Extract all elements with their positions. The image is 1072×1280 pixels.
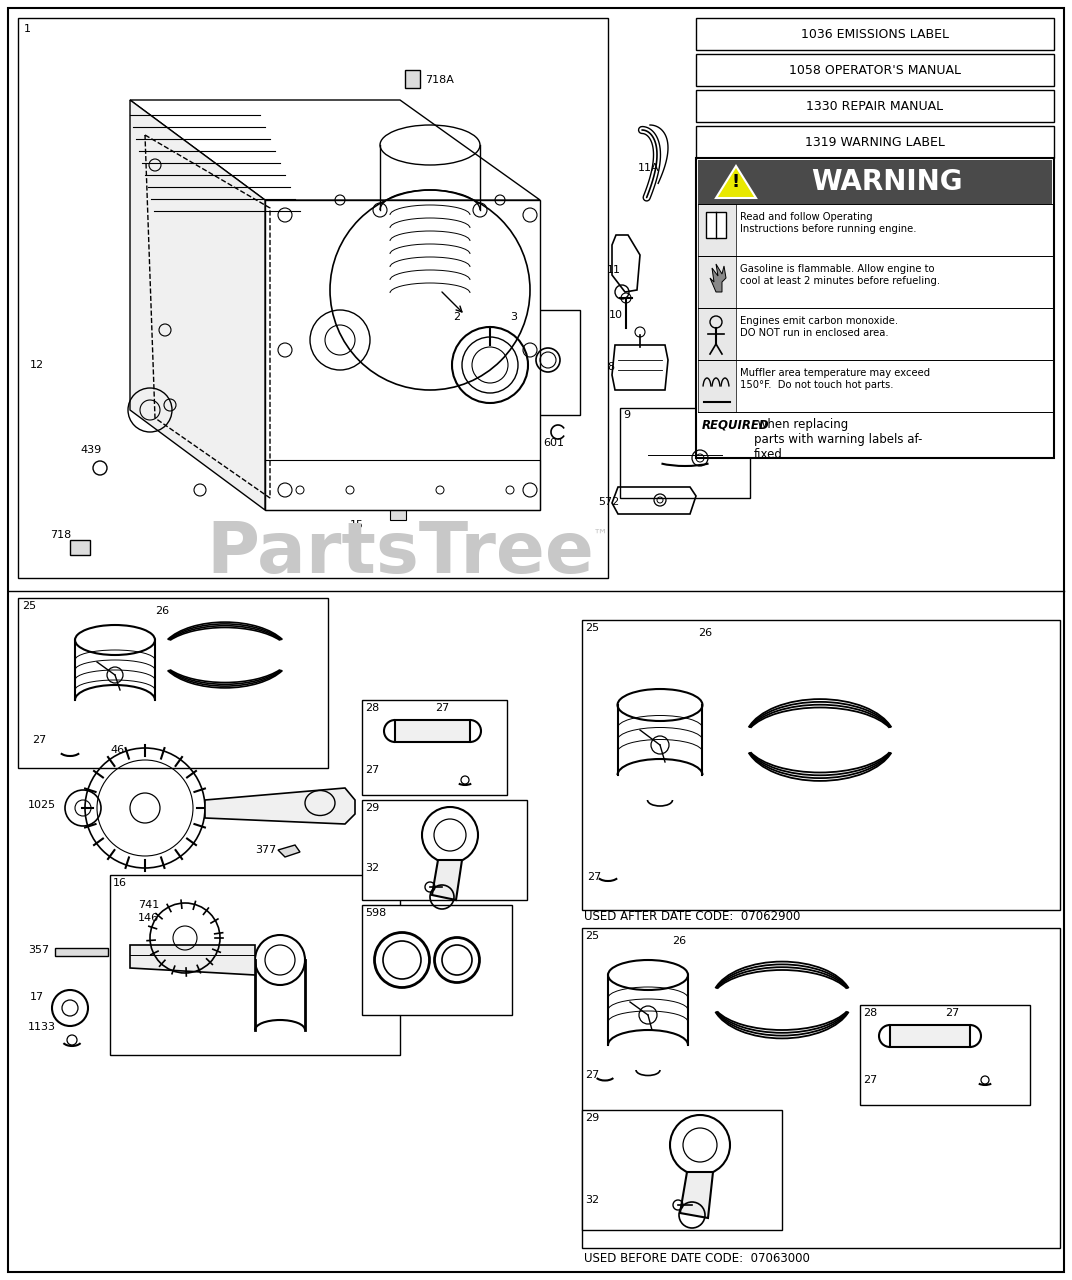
- Bar: [362, 905, 512, 1015]
- Text: Engines emit carbon monoxide.
DO NOT run in enclosed area.: Engines emit carbon monoxide. DO NOT run…: [740, 316, 898, 338]
- Text: 1: 1: [24, 24, 31, 35]
- Text: 27: 27: [32, 735, 46, 745]
- Polygon shape: [278, 845, 300, 858]
- Text: 1058 OPERATOR'S MANUAL: 1058 OPERATOR'S MANUAL: [789, 64, 961, 77]
- Text: 1036 EMISSIONS LABEL: 1036 EMISSIONS LABEL: [801, 27, 949, 41]
- Text: 25: 25: [23, 602, 36, 611]
- Text: 29: 29: [585, 1114, 599, 1123]
- Text: 3: 3: [510, 312, 517, 323]
- Text: 11: 11: [607, 265, 621, 275]
- Text: 12: 12: [30, 360, 44, 370]
- Bar: [450, 310, 580, 415]
- Text: 2: 2: [453, 312, 460, 323]
- Polygon shape: [130, 945, 255, 975]
- Text: 439: 439: [80, 445, 101, 454]
- Polygon shape: [205, 788, 355, 824]
- Text: WARNING: WARNING: [812, 168, 963, 196]
- Text: 718: 718: [50, 530, 71, 540]
- Polygon shape: [130, 100, 540, 200]
- Text: REQUIRED: REQUIRED: [702, 419, 770, 431]
- Bar: [18, 598, 328, 768]
- Bar: [362, 700, 507, 795]
- Text: 27: 27: [587, 872, 601, 882]
- Text: PartsTree: PartsTree: [206, 518, 594, 588]
- Text: USED BEFORE DATE CODE:  07063000: USED BEFORE DATE CODE: 07063000: [584, 1252, 809, 1265]
- Text: 146: 146: [138, 913, 159, 923]
- Text: 10: 10: [609, 310, 623, 320]
- Bar: [696, 18, 1054, 50]
- Text: 572: 572: [598, 497, 620, 507]
- Text: 28: 28: [863, 1009, 877, 1018]
- Bar: [362, 800, 527, 900]
- Bar: [110, 876, 400, 1055]
- Bar: [706, 212, 726, 238]
- Bar: [18, 18, 608, 579]
- Bar: [698, 360, 736, 412]
- Text: ™: ™: [593, 527, 608, 543]
- Text: 598: 598: [364, 908, 386, 918]
- Text: Gasoline is flammable. Allow engine to
cool at least 2 minutes before refueling.: Gasoline is flammable. Allow engine to c…: [740, 264, 940, 285]
- Text: 27: 27: [435, 703, 449, 713]
- Text: 26: 26: [155, 605, 169, 616]
- Text: USED AFTER DATE CODE:  07062900: USED AFTER DATE CODE: 07062900: [584, 910, 801, 923]
- Bar: [696, 125, 1054, 157]
- Text: 25: 25: [585, 623, 599, 634]
- Text: 26: 26: [698, 628, 712, 637]
- Bar: [696, 54, 1054, 86]
- Polygon shape: [716, 166, 756, 198]
- Text: 32: 32: [585, 1196, 599, 1204]
- Bar: [582, 1110, 781, 1230]
- Bar: [390, 508, 406, 520]
- Text: 718A: 718A: [425, 76, 453, 84]
- Polygon shape: [55, 948, 108, 956]
- Text: 741: 741: [138, 900, 160, 910]
- Text: 27: 27: [863, 1075, 877, 1085]
- Text: when replacing
parts with warning labels af-
fixed.: when replacing parts with warning labels…: [754, 419, 922, 461]
- Text: 17: 17: [30, 992, 44, 1002]
- Text: 16: 16: [113, 878, 126, 888]
- Bar: [696, 157, 1054, 458]
- Polygon shape: [432, 860, 462, 900]
- Bar: [394, 719, 470, 742]
- Bar: [582, 928, 1060, 1248]
- Text: 15: 15: [349, 520, 364, 530]
- Bar: [696, 90, 1054, 122]
- Text: 25: 25: [585, 931, 599, 941]
- Polygon shape: [70, 540, 90, 556]
- Text: Read and follow Operating
Instructions before running engine.: Read and follow Operating Instructions b…: [740, 212, 917, 234]
- Polygon shape: [265, 200, 540, 509]
- Text: 601: 601: [544, 438, 564, 448]
- Text: !: !: [732, 173, 740, 191]
- Text: 9: 9: [623, 410, 630, 420]
- Text: 1133: 1133: [28, 1021, 56, 1032]
- Text: 1025: 1025: [28, 800, 56, 810]
- Text: 357: 357: [28, 945, 49, 955]
- Bar: [582, 620, 1060, 910]
- Text: 11A: 11A: [638, 163, 659, 173]
- Text: 1319 WARNING LABEL: 1319 WARNING LABEL: [805, 136, 944, 148]
- Bar: [698, 256, 736, 308]
- Bar: [698, 308, 736, 360]
- Polygon shape: [405, 70, 420, 88]
- Text: 26: 26: [672, 936, 686, 946]
- Bar: [860, 1005, 1030, 1105]
- Text: 1330 REPAIR MANUAL: 1330 REPAIR MANUAL: [806, 100, 943, 113]
- Text: 29: 29: [364, 803, 379, 813]
- Text: 27: 27: [364, 765, 379, 774]
- Text: Muffler area temperature may exceed
150°F.  Do not touch hot parts.: Muffler area temperature may exceed 150°…: [740, 369, 930, 389]
- Text: 46: 46: [110, 745, 124, 755]
- Bar: [620, 408, 750, 498]
- Text: 32: 32: [364, 863, 379, 873]
- Text: 27: 27: [585, 1070, 599, 1080]
- Bar: [698, 204, 736, 256]
- Text: 27: 27: [946, 1009, 959, 1018]
- Bar: [890, 1025, 970, 1047]
- Bar: [698, 160, 1052, 204]
- Text: 8: 8: [607, 362, 614, 372]
- Text: 28: 28: [364, 703, 379, 713]
- Polygon shape: [710, 264, 726, 292]
- Polygon shape: [130, 100, 265, 509]
- Text: 377: 377: [255, 845, 277, 855]
- Polygon shape: [680, 1172, 713, 1219]
